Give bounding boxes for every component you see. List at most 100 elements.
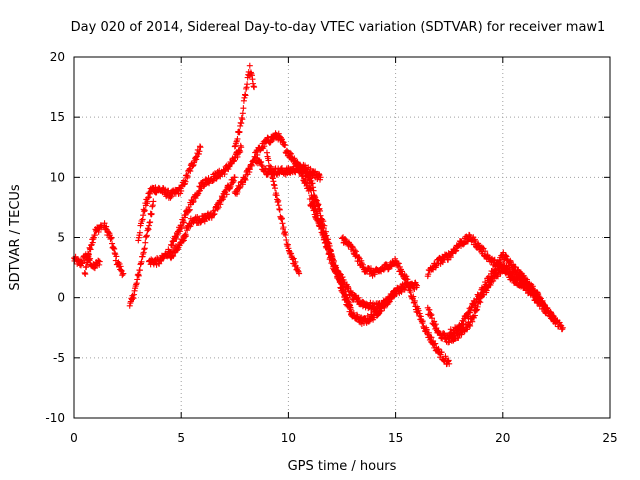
- data-point: [170, 253, 177, 260]
- data-point: [324, 238, 331, 245]
- data-point: [307, 186, 314, 193]
- data-point: [238, 120, 245, 127]
- data-point: [551, 315, 558, 322]
- data-point: [351, 247, 358, 254]
- data-point: [242, 176, 249, 183]
- data-point: [541, 302, 548, 309]
- y-tick-label: 20: [50, 50, 65, 64]
- data-point: [267, 163, 274, 170]
- data-point: [494, 273, 501, 280]
- data-point: [520, 272, 527, 279]
- data-point: [183, 233, 190, 240]
- data-point: [404, 276, 411, 283]
- data-point: [231, 174, 238, 181]
- data-point: [236, 128, 243, 135]
- x-tick-label: 25: [602, 431, 617, 445]
- data-point: [415, 307, 422, 314]
- axis-ticks: 0 5 10 15 20 25 -10 -5 0 5 10 15 20: [45, 50, 617, 445]
- data-point: [392, 288, 399, 295]
- data-point: [187, 223, 194, 230]
- data-point: [178, 187, 185, 194]
- data-point: [311, 206, 318, 213]
- data-point: [221, 193, 228, 200]
- data-point: [291, 155, 298, 162]
- data-point: [244, 81, 251, 88]
- data-point: [419, 318, 426, 325]
- data-point: [313, 212, 320, 219]
- data-point: [186, 206, 193, 213]
- data-point: [386, 298, 393, 305]
- data-point: [101, 220, 108, 227]
- chart-title: Day 020 of 2014, Sidereal Day-to-day VTE…: [71, 20, 606, 35]
- data-point: [168, 193, 175, 200]
- data-point: [367, 265, 374, 272]
- data-point: [426, 306, 433, 313]
- data-points: [71, 62, 566, 368]
- data-point: [197, 144, 204, 151]
- data-point: [319, 224, 326, 231]
- data-point: [491, 267, 498, 274]
- data-point: [187, 168, 194, 175]
- data-point: [429, 315, 436, 322]
- data-point: [321, 233, 328, 240]
- y-tick-label: 5: [57, 231, 65, 245]
- data-point: [136, 229, 143, 236]
- data-point: [142, 239, 149, 246]
- data-point: [178, 223, 185, 230]
- data-point: [447, 254, 454, 261]
- data-point: [136, 267, 143, 274]
- data-point: [403, 273, 410, 280]
- data-point: [265, 157, 272, 164]
- y-tick-label: 10: [50, 170, 65, 184]
- data-point: [135, 272, 142, 279]
- data-point: [304, 169, 311, 176]
- data-point: [416, 310, 423, 317]
- data-point: [330, 258, 337, 265]
- data-point: [140, 212, 147, 219]
- data-point: [482, 248, 489, 255]
- data-point: [438, 349, 445, 356]
- data-point: [339, 274, 346, 281]
- data-point: [147, 190, 154, 197]
- data-point: [246, 62, 253, 69]
- data-point: [261, 143, 268, 150]
- y-tick-label: -10: [45, 411, 65, 425]
- data-point: [536, 294, 543, 301]
- data-point: [280, 224, 287, 231]
- data-point: [234, 135, 241, 142]
- data-point: [91, 232, 98, 239]
- data-point: [453, 247, 460, 254]
- data-point: [542, 306, 549, 313]
- data-point: [355, 294, 362, 301]
- data-point: [279, 220, 286, 227]
- data-point: [282, 142, 289, 149]
- data-point: [467, 322, 474, 329]
- data-point: [239, 181, 246, 188]
- data-point: [296, 270, 303, 277]
- data-point: [276, 206, 283, 213]
- y-tick-label: 15: [50, 110, 65, 124]
- data-point: [209, 177, 216, 184]
- data-point: [141, 207, 148, 214]
- data-point: [553, 318, 560, 325]
- data-point: [411, 297, 418, 304]
- data-point: [180, 219, 187, 226]
- data-point: [120, 270, 127, 277]
- data-point: [446, 360, 453, 367]
- y-tick-label: -5: [53, 351, 65, 365]
- data-point: [147, 219, 154, 226]
- data-point: [240, 105, 247, 112]
- data-point: [138, 258, 145, 265]
- data-point: [306, 195, 313, 202]
- data-point: [223, 191, 230, 198]
- data-point: [184, 173, 191, 180]
- data-point: [182, 178, 189, 185]
- data-point: [96, 258, 103, 265]
- data-point: [432, 340, 439, 347]
- x-tick-label: 0: [70, 431, 78, 445]
- data-point: [559, 324, 566, 331]
- data-point: [288, 150, 295, 157]
- y-axis-label: SDTVAR / TECUs: [8, 184, 23, 291]
- data-point: [483, 282, 490, 289]
